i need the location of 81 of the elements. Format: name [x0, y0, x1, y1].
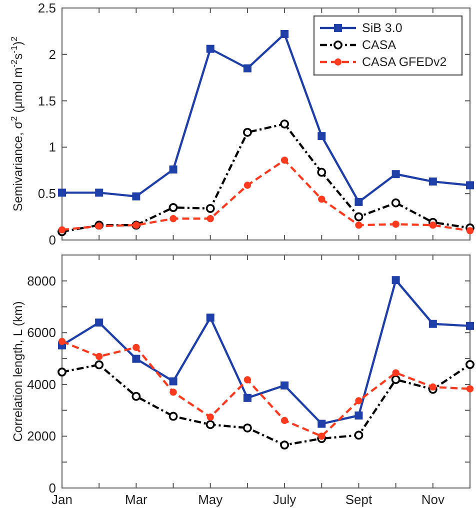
y-tick-label: 8000	[27, 273, 56, 288]
point	[168, 203, 178, 212]
point	[318, 196, 326, 203]
x-tick-label: May	[198, 492, 224, 507]
point	[280, 440, 290, 450]
point	[58, 368, 66, 377]
point	[391, 198, 400, 208]
point	[466, 322, 474, 330]
y-tick-label: 1.5	[38, 93, 56, 108]
y-tick-label: 0	[48, 232, 56, 248]
point	[95, 188, 104, 197]
point	[280, 120, 290, 128]
point	[355, 397, 362, 404]
point	[354, 430, 364, 440]
point	[466, 181, 474, 190]
point	[206, 413, 214, 421]
point	[466, 385, 474, 392]
point	[354, 212, 364, 222]
point	[169, 377, 178, 386]
point	[94, 360, 104, 370]
point	[429, 222, 437, 229]
point	[392, 369, 400, 376]
point	[355, 222, 362, 229]
point	[243, 64, 252, 72]
x-tick-label: Nov	[421, 492, 445, 507]
point	[132, 192, 140, 200]
point	[168, 412, 178, 421]
y-tick-label: 2.5	[38, 0, 56, 16]
y-tick-label: 2	[48, 46, 56, 62]
point	[58, 226, 66, 234]
point	[58, 188, 66, 197]
point	[392, 276, 400, 284]
y-tick-label: 0.5	[38, 186, 56, 202]
legend-label: CASA GFEDv2	[362, 55, 447, 69]
point	[428, 320, 437, 328]
point	[206, 215, 214, 222]
point	[242, 128, 252, 137]
point	[206, 44, 214, 53]
x-tick-label: Mar	[124, 492, 148, 507]
point	[206, 314, 214, 322]
point	[280, 381, 289, 390]
point	[317, 168, 326, 177]
point	[466, 360, 474, 370]
point	[244, 182, 252, 189]
point	[243, 394, 252, 402]
x-tick-label: July	[272, 492, 297, 507]
y-tick-label: 6000	[27, 325, 56, 340]
point	[170, 215, 177, 222]
legend-label: SiB 3.0	[362, 21, 402, 35]
point	[132, 392, 141, 401]
point	[392, 170, 400, 178]
point	[318, 132, 326, 140]
point	[132, 344, 140, 352]
point	[170, 388, 177, 396]
point	[428, 178, 437, 186]
legend-label: CASA	[362, 38, 397, 52]
point	[169, 165, 178, 174]
y-tick-label: 1	[48, 140, 56, 155]
point	[95, 352, 103, 360]
point	[280, 416, 288, 424]
point	[354, 198, 363, 206]
point	[392, 220, 400, 228]
point	[466, 227, 474, 234]
point	[391, 375, 400, 384]
point	[242, 423, 252, 432]
point	[280, 156, 288, 164]
x-tick-label: Sept	[345, 492, 372, 507]
point	[280, 30, 289, 38]
point	[354, 412, 363, 420]
y-tick-label: 4000	[27, 376, 56, 392]
y-tick-label: 2000	[27, 428, 56, 444]
y-axis-title: Correlation length, L (km)	[11, 301, 25, 442]
point	[244, 376, 252, 384]
point	[132, 354, 140, 363]
point	[58, 338, 66, 346]
point	[206, 204, 215, 213]
point	[318, 432, 326, 440]
point	[206, 420, 215, 430]
point	[318, 420, 326, 428]
point	[429, 383, 437, 391]
point	[95, 318, 104, 327]
